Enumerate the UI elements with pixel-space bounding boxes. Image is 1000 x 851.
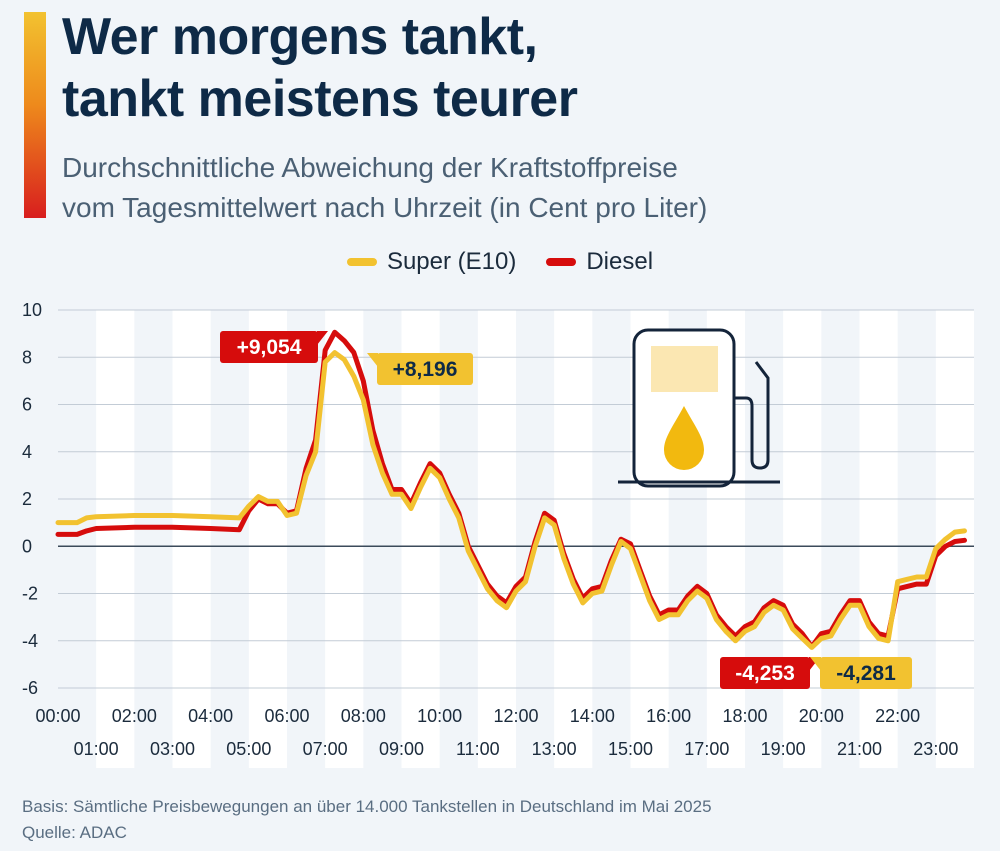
hour-band xyxy=(401,310,440,768)
x-tick-label: 00:00 xyxy=(35,706,80,726)
legend-swatch-super xyxy=(346,258,377,266)
y-tick-label: 6 xyxy=(22,395,32,415)
chart-legend: Super (E10) Diesel xyxy=(0,248,1000,276)
x-tick-label: 07:00 xyxy=(303,739,348,759)
accent-bar xyxy=(24,12,46,218)
x-tick-label: 06:00 xyxy=(264,706,309,726)
y-tick-label: 10 xyxy=(22,300,42,320)
footer-basis: Basis: Sämtliche Preisbewegungen an über… xyxy=(22,797,712,816)
x-tick-label: 05:00 xyxy=(226,739,271,759)
x-tick-label: 17:00 xyxy=(684,739,729,759)
x-tick-label: 20:00 xyxy=(799,706,844,726)
annotation-pointer xyxy=(810,657,821,671)
annotation-box xyxy=(220,331,318,363)
annotation-label: -4,253 xyxy=(735,662,795,685)
x-tick-label: 02:00 xyxy=(112,706,157,726)
hour-band xyxy=(783,310,822,768)
y-tick-label: 4 xyxy=(22,442,32,462)
series-line-super xyxy=(55,350,967,650)
x-tick-label: 09:00 xyxy=(379,739,424,759)
annotation-label: +9,054 xyxy=(237,336,302,359)
x-tick-label: 11:00 xyxy=(456,739,500,759)
x-tick-label: 16:00 xyxy=(646,706,691,726)
x-tick-label: 14:00 xyxy=(570,706,615,726)
y-tick-label: 2 xyxy=(22,489,32,509)
x-tick-label: 23:00 xyxy=(913,739,958,759)
legend-swatch-diesel xyxy=(546,258,577,266)
x-tick-label: 13:00 xyxy=(532,739,577,759)
x-tick-label: 18:00 xyxy=(722,706,767,726)
line-chart: -6 -4 -2 0 2 4 6 8 10 00:00 02:00 04:00 06:00 08:00 10… xyxy=(22,300,974,768)
hour-band xyxy=(172,310,211,768)
y-tick-label: -2 xyxy=(22,584,38,604)
annotation-pointer xyxy=(367,353,378,367)
annotation-label: -4,281 xyxy=(836,662,896,685)
subtitle-line-1: Durchschnittliche Abweichung der Kraftst… xyxy=(62,152,678,183)
legend-item-diesel: Diesel xyxy=(546,248,653,276)
fuel-pump-icon xyxy=(618,328,780,488)
hour-band xyxy=(96,310,135,768)
page-title: Wer morgens tankt, tankt meistens teurer xyxy=(62,6,578,130)
annotation-pointer xyxy=(317,331,328,345)
legend-item-super: Super (E10) xyxy=(346,248,517,276)
x-tick-label: 22:00 xyxy=(875,706,920,726)
hour-band xyxy=(248,310,287,768)
y-tick-label: -4 xyxy=(22,631,38,651)
x-tick-label: 15:00 xyxy=(608,739,653,759)
hour-band xyxy=(859,310,898,768)
footer-source: Quelle: ADAC xyxy=(22,823,127,842)
annotation-label: +8,196 xyxy=(393,358,458,381)
x-tick-label: 08:00 xyxy=(341,706,386,726)
y-tick-label: -6 xyxy=(22,678,38,698)
subtitle-line-2: vom Tagesmittelwert nach Uhrzeit (in Cen… xyxy=(62,192,708,223)
annotation-box xyxy=(377,353,473,385)
hour-band xyxy=(325,310,364,768)
footer: Basis: Sämtliche Preisbewegungen an über… xyxy=(22,794,712,846)
x-tick-label: 01:00 xyxy=(74,739,119,759)
x-tick-label: 04:00 xyxy=(188,706,233,726)
x-tick-label: 21:00 xyxy=(837,739,882,759)
x-tick-label: 03:00 xyxy=(150,739,195,759)
legend-label-diesel: Diesel xyxy=(586,248,654,275)
annotation-box xyxy=(820,657,912,689)
x-tick-label: 19:00 xyxy=(761,739,806,759)
x-tick-label: 12:00 xyxy=(493,706,538,726)
annotation-box xyxy=(720,657,810,689)
legend-label-super: Super (E10) xyxy=(386,248,517,275)
title-line-2: tankt meistens teurer xyxy=(62,70,578,128)
title-line-1: Wer morgens tankt, xyxy=(62,8,538,66)
subtitle: Durchschnittliche Abweichung der Kraftst… xyxy=(62,148,707,228)
y-tick-label: 0 xyxy=(22,536,32,556)
hour-band xyxy=(477,310,516,768)
y-tick-label: 8 xyxy=(22,347,32,367)
x-tick-label: 10:00 xyxy=(417,706,462,726)
